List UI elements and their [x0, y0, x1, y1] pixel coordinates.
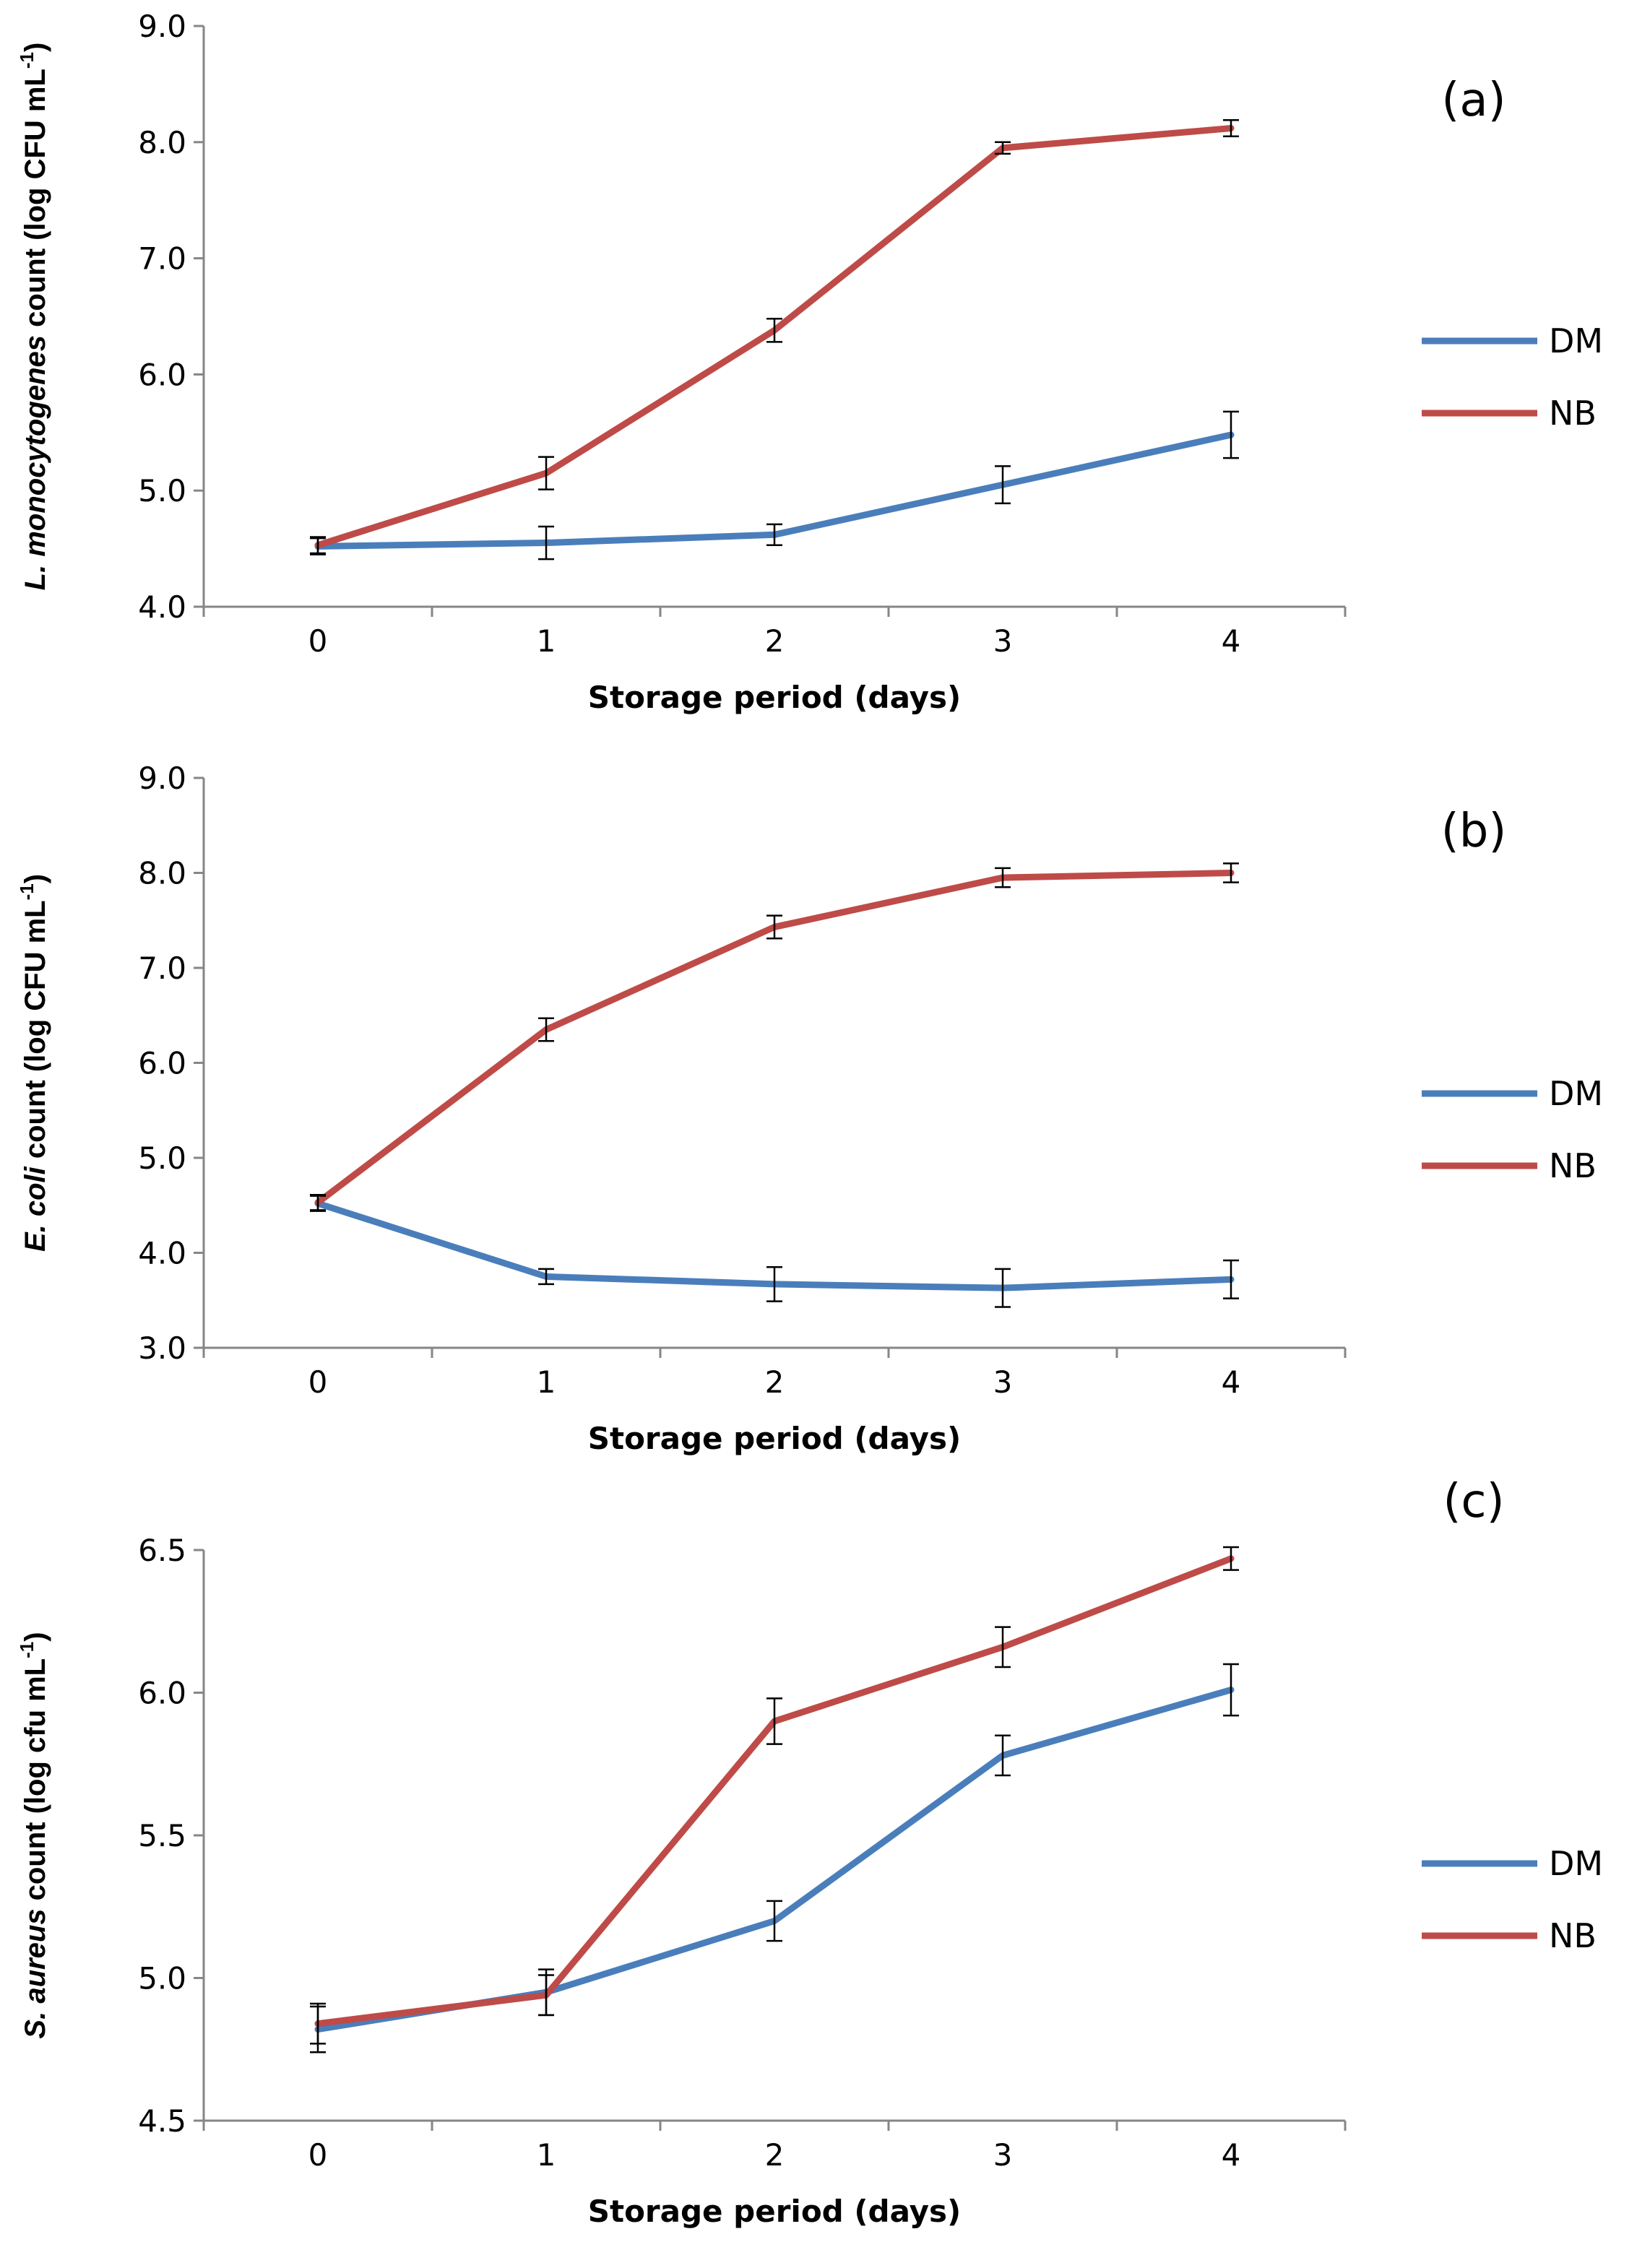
panel-label: (c) [1443, 1475, 1504, 1528]
error-bar-dm [1223, 1663, 1239, 1717]
error-bar-nb [310, 2002, 326, 2045]
x-axis-title: Storage period (days) [588, 680, 962, 715]
error-bar-nb [995, 867, 1011, 888]
legend-item-nb: NB [1422, 1916, 1597, 1955]
y-axis-title-species: E. coli [20, 1166, 51, 1252]
x-axis-title: Storage period (days) [588, 2194, 962, 2229]
error-bar-nb [1223, 1546, 1239, 1571]
error-bar-nb [1223, 862, 1239, 883]
legend-label: NB [1549, 1146, 1597, 1185]
legend-label: NB [1549, 1916, 1597, 1955]
error-bar-nb [538, 456, 554, 490]
legend-item-nb: NB [1422, 1146, 1597, 1185]
legend-item-dm: DM [1422, 321, 1603, 360]
x-tick-label: 2 [765, 1364, 785, 1400]
y-tick-label: 9.0 [138, 9, 186, 44]
error-bar-dm [995, 1734, 1011, 1777]
x-tick-label: 3 [993, 1364, 1013, 1400]
error-bar-dm [766, 523, 782, 547]
error-bar-nb [995, 1626, 1011, 1668]
y-axis-title-superscript: -1 [16, 52, 38, 69]
error-bar-nb [995, 141, 1011, 155]
error-bar-dm [766, 1265, 782, 1302]
y-tick-label: 5.5 [138, 1818, 186, 1853]
chart-panel-a: 4.0 5.0 6.0 7.0 8.0 9.0 0 1 2 3 4 Storage period (d… [16, 9, 1603, 715]
error-bar-dm [995, 465, 1011, 505]
y-axis-title-superscript: -1 [16, 883, 38, 900]
y-tick-label: 4.5 [138, 2103, 186, 2139]
error-bar-nb [766, 1697, 782, 1745]
legend-item-dm: DM [1422, 1074, 1603, 1113]
y-tick-label: 6.0 [138, 1676, 186, 1711]
x-tick-label: 0 [308, 623, 328, 659]
x-tick-label: 4 [1222, 2137, 1241, 2173]
y-tick-label: 7.0 [138, 241, 186, 277]
y-tick-label: 5.0 [138, 473, 186, 508]
y-axis-title-close: ) [20, 874, 51, 883]
y-axis-title-species: S. aureus [20, 1909, 51, 2039]
x-tick-label: 3 [993, 2137, 1013, 2173]
y-tick-label: 7.0 [138, 951, 186, 986]
y-tick-label: 8.0 [138, 125, 186, 160]
error-bar-nb [538, 1974, 554, 2017]
panel-label: (b) [1441, 805, 1507, 858]
y-axis-title-text: count (log cfu mL [20, 1658, 51, 1909]
error-bar-nb [766, 317, 782, 343]
x-tick-label: 0 [308, 2137, 328, 2173]
y-axis-title-text: count (log CFU mL [20, 69, 51, 335]
y-tick-label: 6.5 [138, 1533, 186, 1568]
legend-item-nb: NB [1422, 394, 1597, 433]
y-axis-title-species: L. monocytogenes [20, 335, 51, 590]
y-tick-label: 8.0 [138, 856, 186, 891]
x-tick-label: 1 [537, 2137, 556, 2173]
y-axis-title-close: ) [20, 43, 51, 52]
error-bar-nb [310, 1194, 326, 1211]
y-axis-title-close: ) [20, 1632, 51, 1641]
error-bar-nb [1223, 118, 1239, 138]
panel-label: (a) [1441, 74, 1506, 127]
x-tick-label: 0 [308, 1364, 328, 1400]
y-tick-label: 6.0 [138, 1046, 186, 1081]
x-tick-label: 4 [1222, 623, 1241, 659]
chart-panel-b: 3.0 4.0 5.0 6.0 7.0 8.0 9.0 0 1 2 3 4 Storage period… [16, 761, 1603, 1456]
error-bar-dm [995, 1268, 1011, 1308]
y-tick-label: 9.0 [138, 761, 186, 796]
y-axis-title-text: count (log CFU mL [20, 900, 51, 1167]
x-axis-title: Storage period (days) [588, 1421, 962, 1456]
y-axis-title-superscript: -1 [16, 1642, 38, 1658]
x-tick-label: 4 [1222, 1364, 1241, 1400]
legend-label: NB [1549, 394, 1597, 433]
chart-panel-c: 4.5 5.0 5.5 6.0 6.5 0 1 2 3 4 Storage period (days… [16, 1475, 1603, 2229]
legend-label: DM [1549, 321, 1603, 360]
y-tick-label: 4.0 [138, 1236, 186, 1271]
y-tick-label: 6.0 [138, 357, 186, 392]
x-tick-label: 3 [993, 623, 1013, 659]
y-axis-title: L. monocytogenes count (log CFU mL-1) [16, 43, 51, 591]
y-axis-title: E. coli count (log CFU mL-1) [16, 874, 51, 1252]
error-bar-dm [766, 1900, 782, 1942]
y-tick-label: 5.0 [138, 1961, 186, 1996]
error-bar-dm [1223, 1259, 1239, 1299]
error-bar-nb [766, 914, 782, 940]
series-line-nb [314, 1555, 1235, 2027]
x-tick-label: 1 [537, 623, 556, 659]
y-tick-label: 4.0 [138, 589, 186, 625]
y-tick-label: 5.0 [138, 1141, 186, 1176]
error-bar-nb [310, 536, 326, 555]
x-tick-label: 2 [765, 2137, 785, 2173]
error-bar-nb [538, 1017, 554, 1042]
legend-label: DM [1549, 1074, 1603, 1113]
error-bar-dm [1223, 410, 1239, 459]
y-axis-title: S. aureus count (log cfu mL-1) [16, 1632, 51, 2038]
x-tick-label: 2 [765, 623, 785, 659]
legend-label: DM [1549, 1844, 1603, 1883]
y-tick-label: 3.0 [138, 1330, 186, 1366]
error-bar-dm [538, 1268, 554, 1286]
legend-item-dm: DM [1422, 1844, 1603, 1883]
x-tick-label: 1 [537, 1364, 556, 1400]
error-bar-dm [538, 525, 554, 560]
